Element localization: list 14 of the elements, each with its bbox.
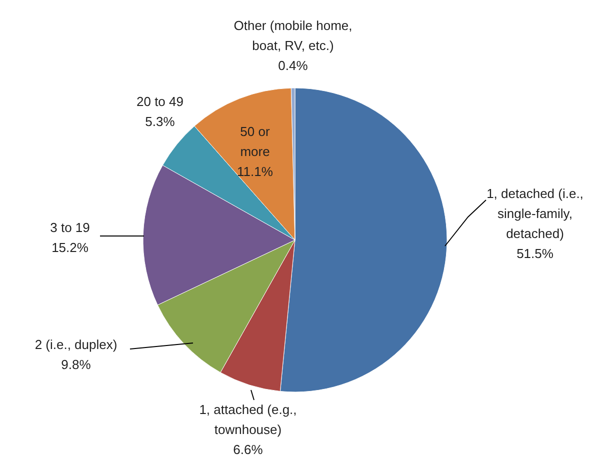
slice-label: 1, attached (e.g., townhouse) <box>199 402 297 437</box>
data-label: 51.5% <box>516 246 554 261</box>
data-label: 9.8% <box>61 357 92 372</box>
slice-label: 1, detached (i.e., single-family, detached) <box>486 186 584 241</box>
data-label: 5.3% <box>145 114 176 129</box>
data-label: 11.1% <box>237 164 274 179</box>
data-label: 0.4% <box>278 58 308 73</box>
data-label: 15.2% <box>52 240 89 255</box>
data-label: 6.6% <box>233 442 264 457</box>
slice-label: 3 to 19 <box>50 220 90 235</box>
slice-label: 2 (i.e., duplex) <box>34 337 118 352</box>
slice-label: 20 to 49 <box>136 94 184 109</box>
slice-label: 50 or more <box>240 124 270 159</box>
slice-label: Other (mobile home, boat, RV, etc.) <box>234 18 352 53</box>
